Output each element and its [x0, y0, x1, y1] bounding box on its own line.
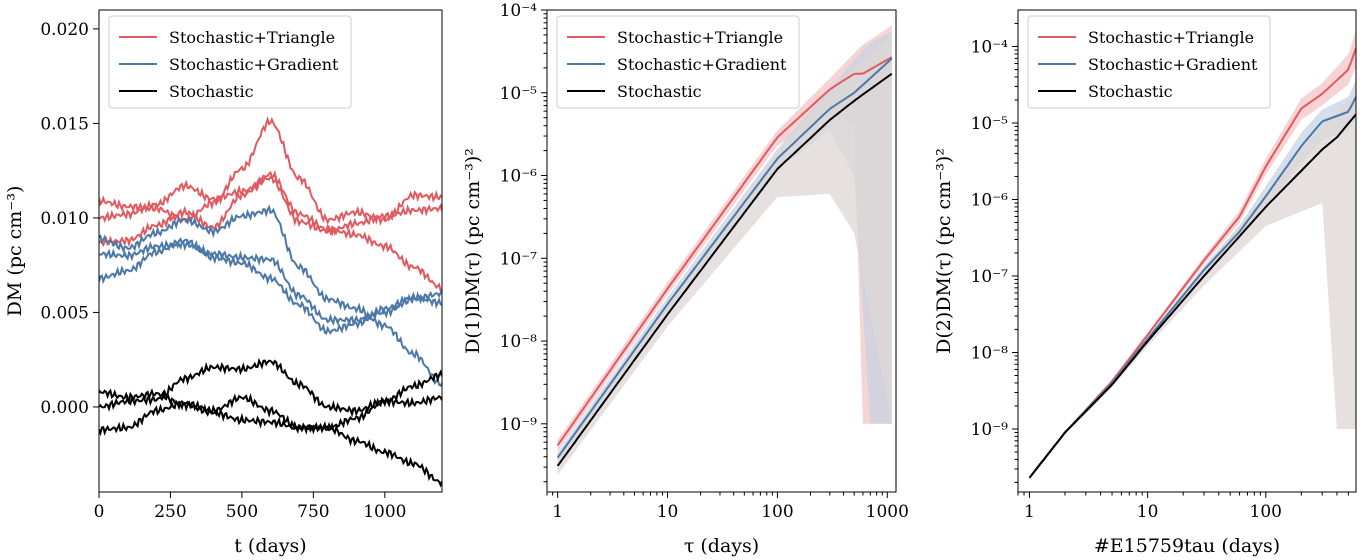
x-tick-label: 1	[552, 502, 563, 522]
series-line-6	[99, 237, 442, 335]
y-axis-label: DM (pc cm⁻³)	[4, 186, 26, 317]
x-tick-label: 10	[1137, 502, 1159, 522]
series-line-1	[556, 56, 893, 446]
x-tick-label: 250	[154, 502, 186, 522]
chart-panel-3: 1 10 100 10⁻⁹ 10⁻⁸ 10⁻⁷ 10⁻⁶ 10⁻⁵ 10⁻⁴ #E15759tau…	[933, 9, 1357, 557]
y-axis-label: D(2)DM(τ) (pc cm⁻³)²	[933, 148, 955, 354]
plot-area	[1028, 30, 1356, 480]
legend-entry: Stochastic	[169, 82, 254, 101]
y-tick-label: 10⁻⁹	[971, 420, 1009, 440]
confidence-band-2	[1029, 80, 1356, 480]
x-tick-label: 1000	[363, 502, 406, 522]
series-line-9	[99, 357, 442, 418]
plot-area	[99, 116, 442, 488]
y-tick-label: 0.000	[40, 398, 89, 418]
x-tick-label: 1000	[866, 502, 909, 522]
y-tick-label: 10⁻⁷	[500, 249, 538, 269]
y-tick-label: 0.015	[40, 114, 89, 134]
y-tick-label: 10⁻⁶	[500, 167, 538, 187]
confidence-band-3	[557, 34, 892, 476]
legend-entry: Stochastic+Gradient	[1088, 55, 1258, 74]
x-tick-label: 10	[657, 502, 679, 522]
legend-box	[1027, 15, 1271, 109]
y-tick-label: 10⁻⁸	[500, 332, 538, 352]
legend: Stochastic+Triangle Stochastic+Gradient St…	[1027, 15, 1271, 109]
series-line-5	[99, 238, 442, 327]
x-axis-label: t (days)	[234, 535, 306, 557]
y-tick-label: 10⁻⁶	[971, 190, 1009, 210]
x-axis-label: τ (days)	[684, 535, 759, 557]
y-axis-label: D(1)DM(τ) (pc cm⁻³)²	[462, 148, 484, 354]
series-line-3	[1028, 113, 1356, 479]
y-tick-label: 0.010	[40, 209, 89, 229]
chart-panel-1: 0 250 500 750 1000 0.000 0.005 0.010 0.015 0.020 t…	[4, 9, 443, 557]
legend-entry: Stochastic+Gradient	[617, 55, 787, 74]
plot-area	[556, 25, 893, 476]
series-line-8	[99, 369, 442, 437]
series-line-7	[99, 388, 442, 488]
y-tick-label: 10⁻⁴	[971, 37, 1009, 57]
legend-entry: Stochastic	[617, 82, 702, 101]
legend-box	[556, 15, 800, 109]
axes-frame	[546, 9, 897, 493]
legend-entry: Stochastic+Triangle	[1088, 28, 1254, 47]
y-tick-label: 10⁻⁴	[500, 1, 538, 21]
legend-entry: Stochastic	[1088, 82, 1173, 101]
x-tick-label: 500	[226, 502, 258, 522]
series-line-3	[556, 72, 893, 467]
legend-box	[108, 15, 352, 109]
legend: Stochastic+Triangle Stochastic+Gradient St…	[556, 15, 800, 109]
axes-frame	[1017, 9, 1357, 493]
legend-entry: Stochastic+Triangle	[617, 28, 783, 47]
y-tick-label: 10⁻⁸	[971, 343, 1009, 363]
legend-entry: Stochastic+Gradient	[169, 55, 339, 74]
y-tick-label: 0.020	[40, 20, 89, 40]
x-tick-label: 100	[1250, 502, 1282, 522]
legend-entry: Stochastic+Triangle	[169, 28, 335, 47]
x-tick-label: 0	[94, 502, 105, 522]
series-line-3	[99, 175, 442, 237]
confidence-band-3	[1029, 91, 1356, 480]
legend: Stochastic+Triangle Stochastic+Gradient St…	[108, 15, 352, 109]
y-tick-label: 10⁻⁵	[971, 114, 1009, 134]
series-line-2	[556, 57, 893, 459]
x-tick-label: 1	[1024, 502, 1035, 522]
x-tick-label: 750	[297, 502, 329, 522]
x-axis-label: #E15759tau (days)	[1094, 535, 1280, 557]
y-tick-label: 10⁻⁷	[971, 267, 1009, 287]
chart-panel-2: 1 10 100 1000 10⁻⁹ 10⁻⁸ 10⁻⁷ 10⁻⁶ 10⁻⁵ 10⁻⁴ τ (day…	[462, 1, 909, 557]
y-tick-label: 10⁻⁵	[500, 84, 538, 104]
y-tick-label: 0.005	[40, 303, 89, 323]
series-line-4	[99, 204, 442, 388]
x-tick-label: 100	[761, 502, 793, 522]
axes-frame	[98, 9, 443, 493]
series-line-1	[99, 169, 442, 292]
y-tick-label: 10⁻⁹	[500, 415, 538, 435]
